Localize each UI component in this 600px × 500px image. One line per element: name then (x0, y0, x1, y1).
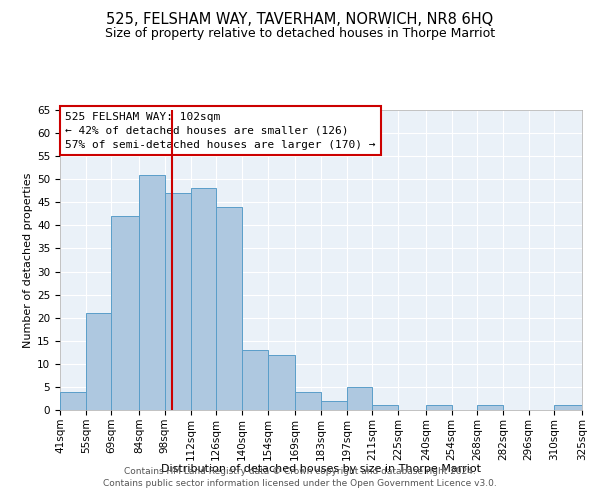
Text: 525 FELSHAM WAY: 102sqm
← 42% of detached houses are smaller (126)
57% of semi-d: 525 FELSHAM WAY: 102sqm ← 42% of detache… (65, 112, 376, 150)
X-axis label: Distribution of detached houses by size in Thorpe Marriot: Distribution of detached houses by size … (161, 464, 481, 474)
Bar (554, 406, 582, 410)
Bar (426, 406, 452, 410)
Bar (112, 216, 139, 410)
Bar (86, 313, 112, 410)
Bar (477, 406, 503, 410)
Y-axis label: Number of detached properties: Number of detached properties (23, 172, 33, 348)
Bar (139, 174, 165, 410)
Bar (191, 188, 216, 410)
Text: Contains HM Land Registry data © Crown copyright and database right 2024.
Contai: Contains HM Land Registry data © Crown c… (103, 466, 497, 487)
Bar (321, 401, 347, 410)
Bar (268, 354, 295, 410)
Bar (216, 207, 242, 410)
Bar (242, 350, 268, 410)
Text: 525, FELSHAM WAY, TAVERHAM, NORWICH, NR8 6HQ: 525, FELSHAM WAY, TAVERHAM, NORWICH, NR8… (106, 12, 494, 28)
Text: Size of property relative to detached houses in Thorpe Marriot: Size of property relative to detached ho… (105, 28, 495, 40)
Bar (295, 392, 321, 410)
Bar (60, 392, 86, 410)
Bar (347, 387, 373, 410)
Bar (165, 193, 191, 410)
Bar (373, 406, 398, 410)
